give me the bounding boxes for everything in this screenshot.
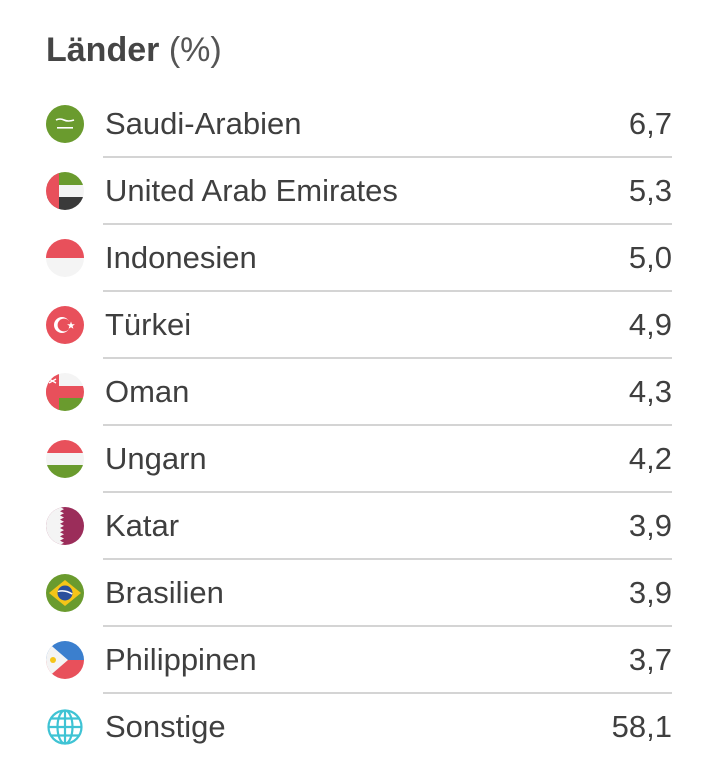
- country-value: 4,9: [628, 307, 672, 342]
- flag-qatar-icon: [46, 507, 84, 545]
- country-value: 3,7: [628, 642, 672, 677]
- flag-brazil-icon: [46, 574, 84, 612]
- title-label: Länder: [46, 31, 160, 69]
- country-name: Philippinen: [105, 642, 257, 677]
- divider: [103, 357, 672, 359]
- title-unit: (%): [168, 31, 222, 69]
- country-value: 5,3: [628, 173, 672, 208]
- country-name: Saudi-Arabien: [105, 106, 302, 141]
- country-name: Brasilien: [105, 575, 224, 610]
- country-value: 3,9: [628, 508, 672, 543]
- divider: [103, 156, 672, 158]
- list-item: Katar 3,9: [44, 493, 672, 560]
- flag-turkey-icon: [46, 306, 84, 344]
- list-item: Sonstige 58,1: [44, 694, 672, 761]
- list-item: United Arab Emirates 5,3: [44, 158, 672, 225]
- list-item: Oman 4,3: [44, 359, 672, 426]
- divider: [103, 290, 672, 292]
- page-title: Länder (%): [46, 28, 222, 72]
- list-item: Ungarn 4,2: [44, 426, 672, 493]
- country-name: Ungarn: [105, 441, 207, 476]
- country-value: 4,3: [628, 374, 672, 409]
- country-value: 5,0: [628, 240, 672, 275]
- list-item: Brasilien 3,9: [44, 560, 672, 627]
- country-name: Oman: [105, 374, 190, 409]
- country-list: Saudi-Arabien 6,7 United Arab Emirates 5…: [44, 91, 672, 761]
- list-item: Indonesien 5,0: [44, 225, 672, 292]
- list-item: Saudi-Arabien 6,7: [44, 91, 672, 158]
- country-name: Türkei: [105, 307, 192, 342]
- country-name: Indonesien: [105, 240, 257, 275]
- divider: [103, 223, 672, 225]
- country-name: Katar: [105, 508, 180, 543]
- country-value: 4,2: [628, 441, 672, 476]
- country-value: 58,1: [611, 709, 672, 744]
- flag-saudi-arabia-icon: [46, 105, 84, 143]
- globe-icon: [46, 708, 84, 746]
- list-item: Türkei 4,9: [44, 292, 672, 359]
- flag-hungary-icon: [46, 440, 84, 478]
- country-name: Sonstige: [105, 709, 226, 744]
- divider: [103, 625, 672, 627]
- divider: [103, 692, 672, 694]
- country-name: United Arab Emirates: [105, 173, 398, 208]
- country-value: 6,7: [628, 106, 672, 141]
- flag-oman-icon: [46, 373, 84, 411]
- flag-philippines-icon: [46, 641, 84, 679]
- divider: [103, 558, 672, 560]
- divider: [103, 424, 672, 426]
- country-value: 3,9: [628, 575, 672, 610]
- list-item: Philippinen 3,7: [44, 627, 672, 694]
- flag-uae-icon: [46, 172, 84, 210]
- flag-indonesia-icon: [46, 239, 84, 277]
- divider: [103, 491, 672, 493]
